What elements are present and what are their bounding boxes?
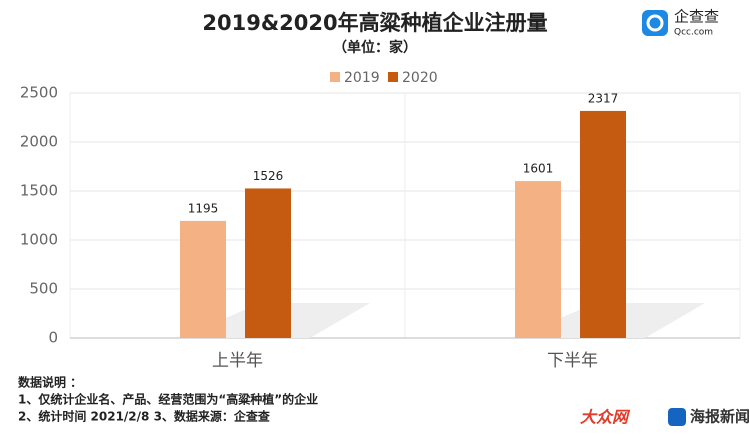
- x-tick-label: 下半年: [547, 351, 598, 371]
- chart-subtitle: （单位：家）: [333, 39, 417, 56]
- legend-label: 2019: [344, 70, 380, 86]
- x-tick-label: 上半年: [212, 351, 263, 371]
- bar: [580, 110, 626, 339]
- logo-url: Qcc.com: [674, 28, 713, 38]
- y-tick-label: 500: [29, 280, 58, 298]
- note-line: 数据说明 ：: [18, 375, 82, 390]
- value-label: 1601: [523, 162, 554, 176]
- bar: [245, 188, 291, 338]
- y-tick-label: 1500: [20, 182, 58, 200]
- note-line: 1、仅统计企业名、产品、经营范围为“高粱种植”的企业: [18, 392, 318, 407]
- y-tick-label: 0: [48, 329, 58, 347]
- y-tick-label: 1000: [20, 231, 58, 249]
- logo-ring: [646, 14, 664, 32]
- y-tick-label: 2500: [20, 84, 58, 102]
- legend-swatch: [388, 72, 398, 82]
- bar: [180, 220, 226, 338]
- legend-swatch: [330, 72, 340, 82]
- y-tick-label: 2000: [20, 133, 58, 151]
- value-label: 1195: [188, 201, 219, 215]
- dazhong-logo: 大众网: [580, 408, 631, 427]
- value-label: 1526: [253, 169, 284, 183]
- value-label: 2317: [588, 91, 619, 105]
- logo-text: 企查查: [674, 8, 719, 26]
- haibao-logo: 海报新闻: [690, 408, 750, 426]
- notes: 数据说明 ： 1、仅统计企业名、产品、经营范围为“高粱种植”的企业 2、统计时间 2…: [18, 375, 318, 424]
- chart-title: 2019&2020年高粱种植企业注册量: [202, 11, 547, 35]
- qcc-logo: 企查查 Qcc.com: [642, 8, 719, 38]
- note-line: 2、统计时间 2021/2/8 3、数据来源：企查查: [18, 409, 271, 424]
- bar: [515, 181, 561, 338]
- haibao-icon: [668, 408, 686, 426]
- logo-icon: [642, 10, 668, 36]
- legend-label: 2020: [402, 70, 438, 86]
